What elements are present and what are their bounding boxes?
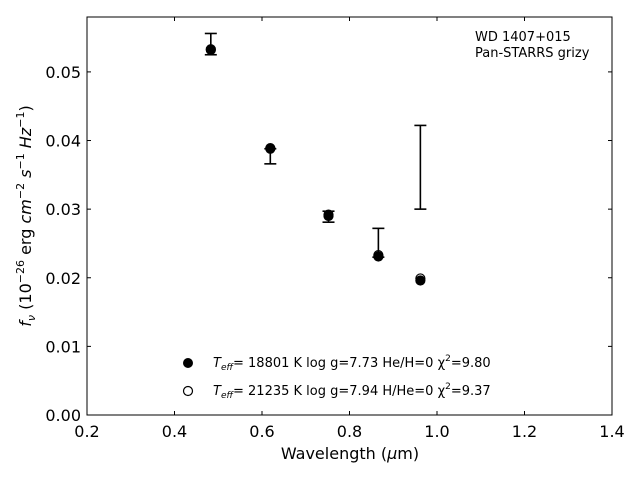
x-tick-label: 0.6 [249,422,274,441]
plot-area [86,16,613,416]
data-point-filled [415,275,426,286]
data-point-open [265,142,276,154]
y-tick-label: 0.04 [45,132,81,151]
data-point-open [373,250,384,261]
annotation-survey: Pan-STARRS grizy [475,46,590,61]
data-point-open [415,273,426,284]
legend-entry-2: Teff= 21235 K log g=7.94 H/He=0 χ2=9.37 [213,382,491,401]
legend-marker-filled [183,358,193,368]
y-tick-label: 0.00 [45,406,81,425]
x-tick-label: 0.4 [162,422,187,441]
x-tick-label: 0.8 [337,422,362,441]
axis-ticks: 0.2 0.4 0.6 0.8 1.0 1.2 1.4 0.00 0.01 0.02 0.03 0.0… [45,17,625,441]
data-point-open [323,209,334,220]
x-tick-label: 1.0 [424,422,449,441]
legend-entry-1: Teff= 18801 K log g=7.73 He/H=0 χ2=9.80 [213,354,491,373]
y-axis-label: fν (10−26 erg cm−2 s−1 Hz−1) [14,105,38,326]
legend: Teff= 18801 K log g=7.73 He/H=0 χ2=9.80 … [182,354,491,401]
x-tick-label: 1.2 [512,422,537,441]
data-point-open [205,44,216,56]
y-tick-label: 0.03 [45,200,81,219]
model-points [205,44,426,286]
x-tick-label: 1.4 [599,422,624,441]
x-axis-label: Wavelength (μm) [281,444,419,463]
y-tick-label: 0.05 [45,63,81,82]
y-tick-label: 0.02 [45,269,81,288]
y-tick-label: 0.01 [45,337,81,356]
x-tick-label: 0.2 [74,422,99,441]
annotation-object: WD 1407+015 [475,30,571,45]
legend-marker-open [182,385,194,397]
